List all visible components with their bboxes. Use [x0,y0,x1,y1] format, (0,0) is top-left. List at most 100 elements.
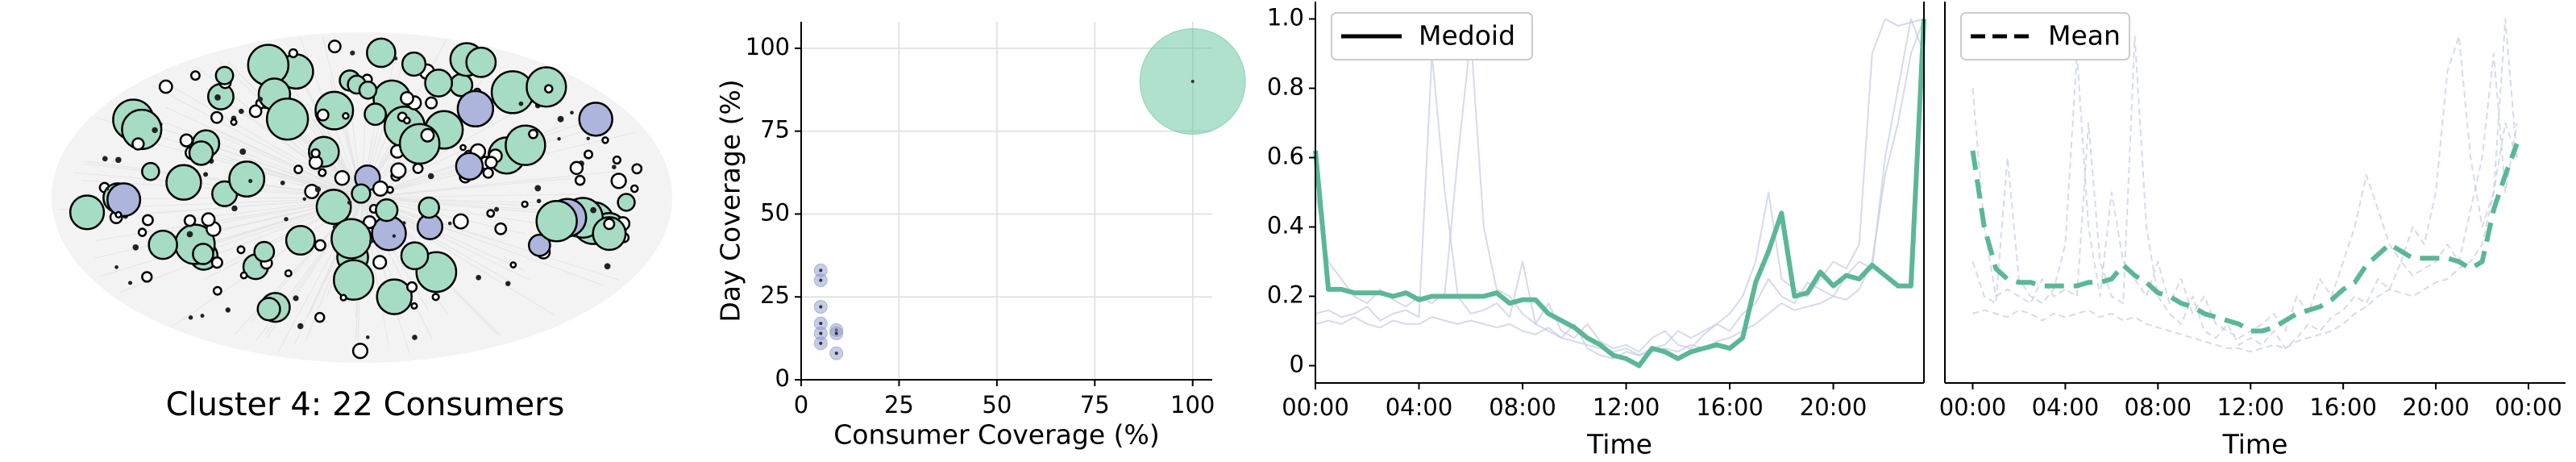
node [629,184,639,194]
node [314,239,326,252]
node [248,104,263,119]
node [393,56,398,60]
node [528,128,538,139]
node [456,89,495,128]
node [584,149,594,160]
node [427,173,434,180]
node [358,81,378,100]
node [230,119,238,127]
x-tick-label: 0 [794,391,808,418]
node [509,261,517,268]
node [431,293,440,302]
node [200,314,205,318]
node [102,156,108,162]
x-tick-label: 25 [884,391,914,418]
node [535,200,578,243]
node [332,224,337,230]
node [392,234,397,238]
legend-label: Medoid [1419,20,1515,52]
edge [361,170,617,198]
node [131,137,145,151]
legend: Mean [1960,12,2130,60]
node [231,205,238,212]
node [569,160,584,176]
x-tick-label: 04:00 [2032,393,2100,421]
y-tick-label: 1.0 [1267,4,1304,31]
y-tick-label: 50 [760,198,790,226]
node [284,268,293,277]
node [115,156,122,164]
node [152,127,158,134]
edge [361,192,418,198]
node [494,206,500,212]
node [527,233,551,257]
y-tick-label: 0.6 [1267,143,1304,170]
node [214,94,221,101]
x-axis-label: Time [2222,429,2288,460]
x-tick-label: 00:00 [2495,393,2562,421]
point-center [819,268,823,273]
node [406,281,418,293]
x-tick-label: 08:00 [2125,393,2192,421]
legend: Medoid [1331,12,1533,60]
node [248,178,253,184]
node [365,335,370,339]
edge [361,194,580,198]
edge [214,127,363,198]
node [327,40,342,54]
node [401,221,406,225]
node [574,174,586,186]
y-tick-label: 0 [775,364,790,392]
series-line [1970,143,2520,334]
node [330,218,372,260]
node [536,198,542,204]
node [604,263,611,270]
node [518,101,524,106]
y-tick-label: 0.2 [1267,281,1304,309]
node [114,265,118,269]
network-graph [52,32,672,363]
node [114,210,123,219]
node [239,108,244,114]
y-tick-label: 0 [1290,351,1304,378]
node [412,162,424,174]
node [586,136,590,141]
node [214,65,235,85]
node [314,311,326,323]
node [105,186,110,191]
node [425,96,438,110]
node [476,274,482,281]
node [612,164,617,169]
node [257,96,264,102]
background-line [1971,18,2518,339]
node [400,241,430,271]
node [314,186,322,193]
node [69,194,106,231]
node [206,82,235,110]
node [418,196,440,219]
x-tick-label: 100 [1170,391,1215,418]
point-center [1190,80,1195,83]
node [228,160,266,198]
node [302,197,306,202]
point-center [819,322,823,326]
x-tick-label: 08:00 [1489,393,1556,421]
node [402,116,411,125]
panel-title: Cluster 4: 22 Consumers [166,386,565,423]
legend-label: Mean [2048,20,2121,52]
node [347,200,352,205]
point-center [834,331,838,335]
node [132,244,139,251]
node [186,231,193,238]
node [201,212,216,227]
node [368,239,374,243]
node [603,218,616,231]
node [534,185,542,192]
node [617,193,636,212]
node [203,172,209,177]
node [339,293,347,302]
edge [361,197,538,204]
node [137,227,147,237]
node [412,335,418,340]
node [297,323,304,330]
